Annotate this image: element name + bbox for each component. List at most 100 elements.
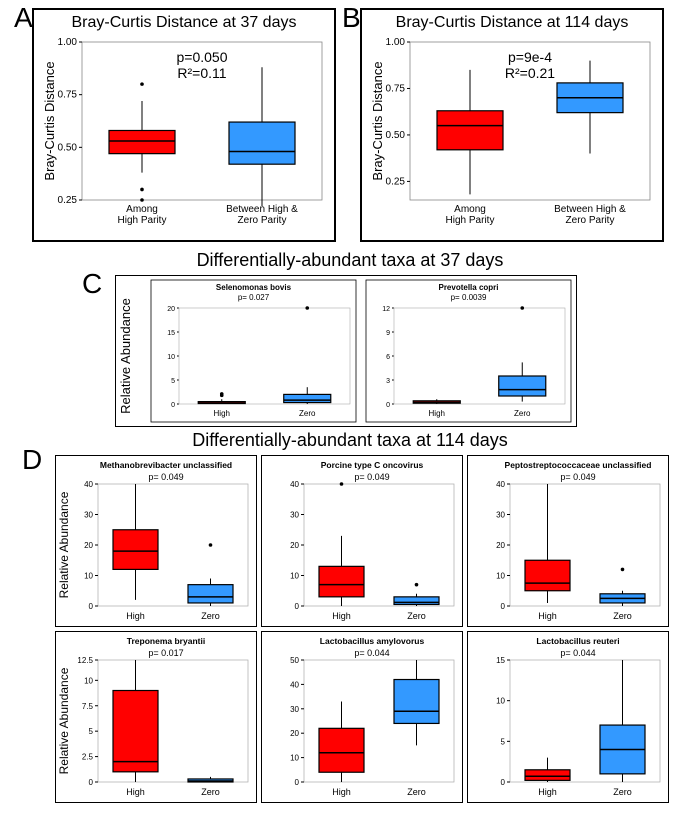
svg-text:0: 0 (89, 602, 94, 611)
svg-text:0.50: 0.50 (58, 142, 78, 153)
panel-d-cell: Lactobacillus amylovorusp= 0.04401020304… (261, 631, 463, 803)
svg-text:0.50: 0.50 (386, 130, 406, 141)
svg-text:R²=0.21: R²=0.21 (505, 65, 555, 81)
panel-d-cell: Porcine type C oncovirusp= 0.04901020304… (261, 455, 463, 627)
panel-title: Bray-Curtis Distance at 114 days (362, 14, 662, 32)
svg-text:50: 50 (290, 656, 299, 665)
svg-text:30: 30 (290, 705, 299, 714)
svg-text:0: 0 (501, 778, 506, 787)
svg-text:40: 40 (290, 680, 299, 689)
svg-text:10: 10 (496, 572, 505, 581)
svg-text:3: 3 (386, 378, 390, 385)
svg-text:20: 20 (496, 541, 505, 550)
svg-text:p= 0.049: p= 0.049 (560, 472, 595, 482)
svg-text:1.00: 1.00 (58, 37, 78, 48)
panel-d-cell: Methanobrevibacter unclassifiedp= 0.049R… (55, 455, 257, 627)
svg-text:0.25: 0.25 (58, 195, 78, 206)
svg-text:0.75: 0.75 (58, 90, 78, 101)
svg-text:Zero: Zero (201, 611, 220, 621)
svg-text:10: 10 (167, 354, 175, 361)
section-title-c: Differentially-abundant taxa at 37 days (150, 250, 550, 271)
svg-text:Lactobacillus amylovorus: Lactobacillus amylovorus (320, 636, 425, 646)
svg-text:20: 20 (167, 306, 175, 313)
svg-text:5: 5 (89, 727, 94, 736)
svg-text:High: High (332, 611, 351, 621)
svg-text:30: 30 (290, 511, 299, 520)
svg-text:Prevotella copri: Prevotella copri (438, 283, 498, 292)
svg-text:7.5: 7.5 (82, 702, 94, 711)
svg-text:High: High (538, 787, 557, 797)
svg-text:0: 0 (171, 402, 175, 409)
svg-text:p=0.050: p=0.050 (177, 49, 228, 65)
panel-d-cell: Lactobacillus reuterip= 0.044051015HighZ… (467, 631, 669, 803)
svg-text:p= 0.0039: p= 0.0039 (451, 293, 487, 302)
svg-text:p= 0.044: p= 0.044 (354, 648, 389, 658)
svg-text:High: High (538, 611, 557, 621)
panel-a: Bray-Curtis Distance at 37 days 0.25 0.50 0… (32, 8, 336, 242)
svg-text:Porcine type C oncovirus: Porcine type C oncovirus (321, 460, 424, 470)
svg-text:Among: Among (126, 204, 158, 215)
svg-text:Relative Abundance: Relative Abundance (57, 667, 71, 774)
panel-d-cell: Treponema bryantiip= 0.017Relative Abund… (55, 631, 257, 803)
svg-text:High Parity: High Parity (446, 215, 495, 226)
svg-text:p=9e-4: p=9e-4 (508, 49, 552, 65)
panel-letter-b: B (342, 2, 361, 34)
svg-text:0: 0 (295, 602, 300, 611)
svg-text:Relative Abundance: Relative Abundance (118, 298, 133, 414)
svg-text:0: 0 (386, 402, 390, 409)
svg-text:40: 40 (290, 480, 299, 489)
svg-text:Peptostreptococcaceae unclassi: Peptostreptococcaceae unclassified (505, 460, 652, 470)
panel-d-cell: Peptostreptococcaceae unclassified p= 0.0… (467, 455, 669, 627)
svg-text:40: 40 (84, 480, 93, 489)
svg-text:0: 0 (295, 778, 300, 787)
svg-text:12.5: 12.5 (77, 656, 93, 665)
svg-text:Zero: Zero (201, 787, 220, 797)
svg-text:High: High (332, 787, 351, 797)
panel-c-container: Relative AbundanceSelenomonas bovisp= 0.… (115, 275, 577, 427)
panel-letter-d: D (22, 444, 42, 476)
svg-text:p= 0.044: p= 0.044 (560, 648, 595, 658)
svg-text:Zero: Zero (613, 611, 632, 621)
svg-text:6: 6 (386, 354, 390, 361)
svg-text:0: 0 (501, 602, 506, 611)
svg-text:Zero Parity: Zero Parity (566, 215, 615, 226)
svg-text:R²=0.11: R²=0.11 (177, 65, 226, 81)
panel-title: Bray-Curtis Distance at 37 days (34, 14, 334, 32)
svg-text:5: 5 (171, 378, 175, 385)
svg-text:p= 0.049: p= 0.049 (148, 472, 183, 482)
svg-text:10: 10 (290, 572, 299, 581)
panel-b: Bray-Curtis Distance at 114 days 0.25 0.50… (360, 8, 664, 242)
svg-text:10: 10 (496, 697, 505, 706)
svg-text:0.25: 0.25 (386, 176, 406, 187)
svg-text:Between High &: Between High & (554, 204, 626, 215)
svg-text:Zero Parity: Zero Parity (238, 215, 287, 226)
svg-text:High Parity: High Parity (118, 215, 167, 226)
panel-letter-a: A (14, 2, 33, 34)
svg-text:0: 0 (89, 778, 94, 787)
svg-text:Lactobacillus reuteri: Lactobacillus reuteri (536, 636, 619, 646)
svg-text:p= 0.017: p= 0.017 (148, 648, 183, 658)
svg-text:High: High (429, 409, 445, 418)
figure-root: Bray-Curtis Distance at 37 days 0.25 0.50 0… (0, 0, 685, 813)
svg-text:1.00: 1.00 (386, 37, 406, 48)
svg-text:12: 12 (382, 306, 390, 313)
svg-text:40: 40 (496, 480, 505, 489)
svg-text:30: 30 (496, 511, 505, 520)
panel-letter-c: C (82, 268, 102, 300)
svg-text:Zero: Zero (514, 409, 531, 418)
svg-text:Selenomonas bovis: Selenomonas bovis (216, 283, 292, 292)
section-title-d: Differentially-abundant taxa at 114 days (150, 430, 550, 451)
svg-text:30: 30 (84, 511, 93, 520)
svg-text:Among: Among (454, 204, 486, 215)
svg-text:Zero: Zero (299, 409, 316, 418)
svg-text:10: 10 (84, 676, 93, 685)
svg-text:15: 15 (167, 330, 175, 337)
svg-text:Relative Abundance: Relative Abundance (57, 491, 71, 598)
svg-text:High: High (126, 787, 145, 797)
svg-text:p= 0.027: p= 0.027 (238, 293, 270, 302)
svg-text:High: High (214, 409, 230, 418)
svg-text:5: 5 (501, 737, 506, 746)
svg-text:Zero: Zero (407, 611, 426, 621)
svg-text:Bray-Curtis Distance: Bray-Curtis Distance (370, 61, 385, 180)
svg-text:9: 9 (386, 330, 390, 337)
